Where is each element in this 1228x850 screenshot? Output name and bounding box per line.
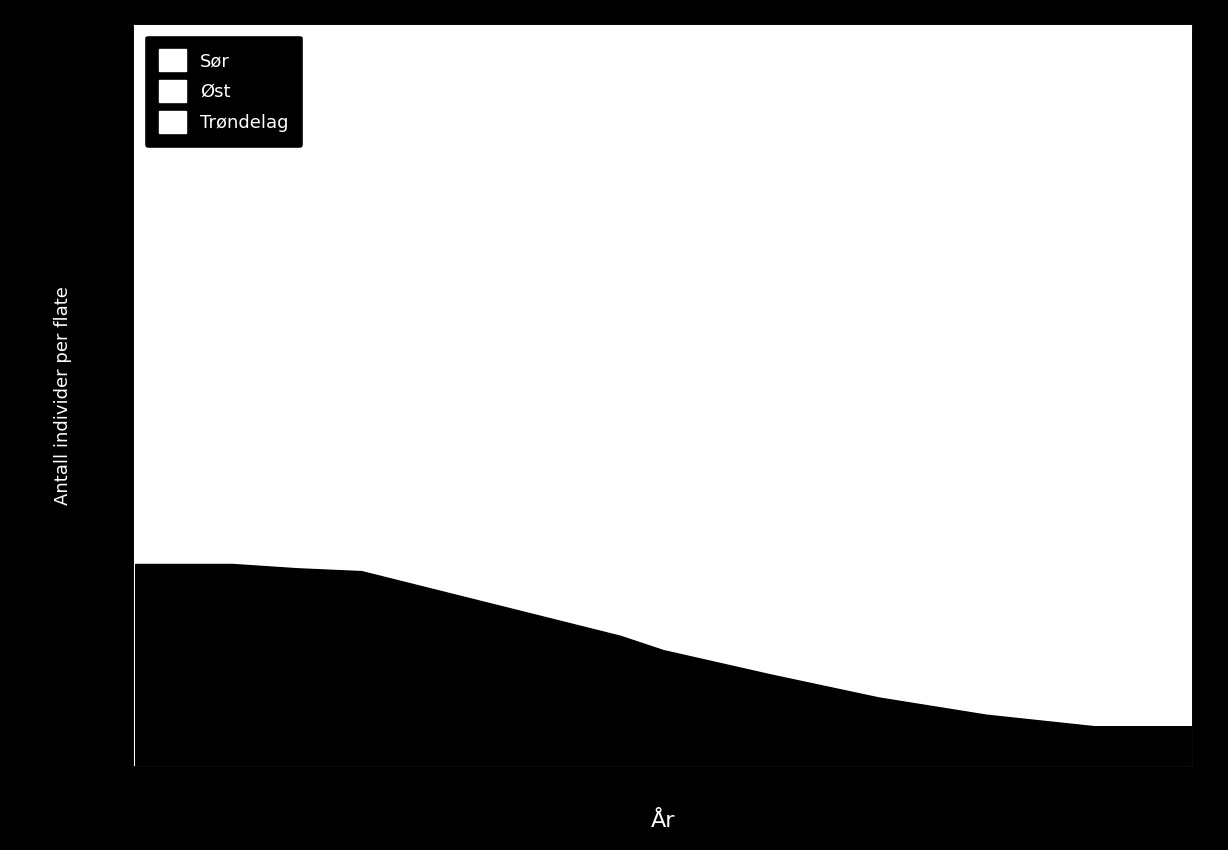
Point (1084, 406, 1104, 420)
Point (1084, 292, 1104, 305)
Point (1084, 377, 1104, 391)
Legend: Sør, Øst, Trøndelag: Sør, Øst, Trøndelag (144, 35, 303, 148)
Point (222, 335, 242, 348)
Point (222, 421, 242, 434)
Point (222, 263, 242, 276)
Point (222, 456, 242, 470)
Y-axis label: Antall individer per flate: Antall individer per flate (54, 286, 71, 505)
Point (1084, 529, 1104, 542)
Point (1084, 571, 1104, 585)
X-axis label: År: År (651, 812, 675, 831)
Point (222, 442, 242, 456)
